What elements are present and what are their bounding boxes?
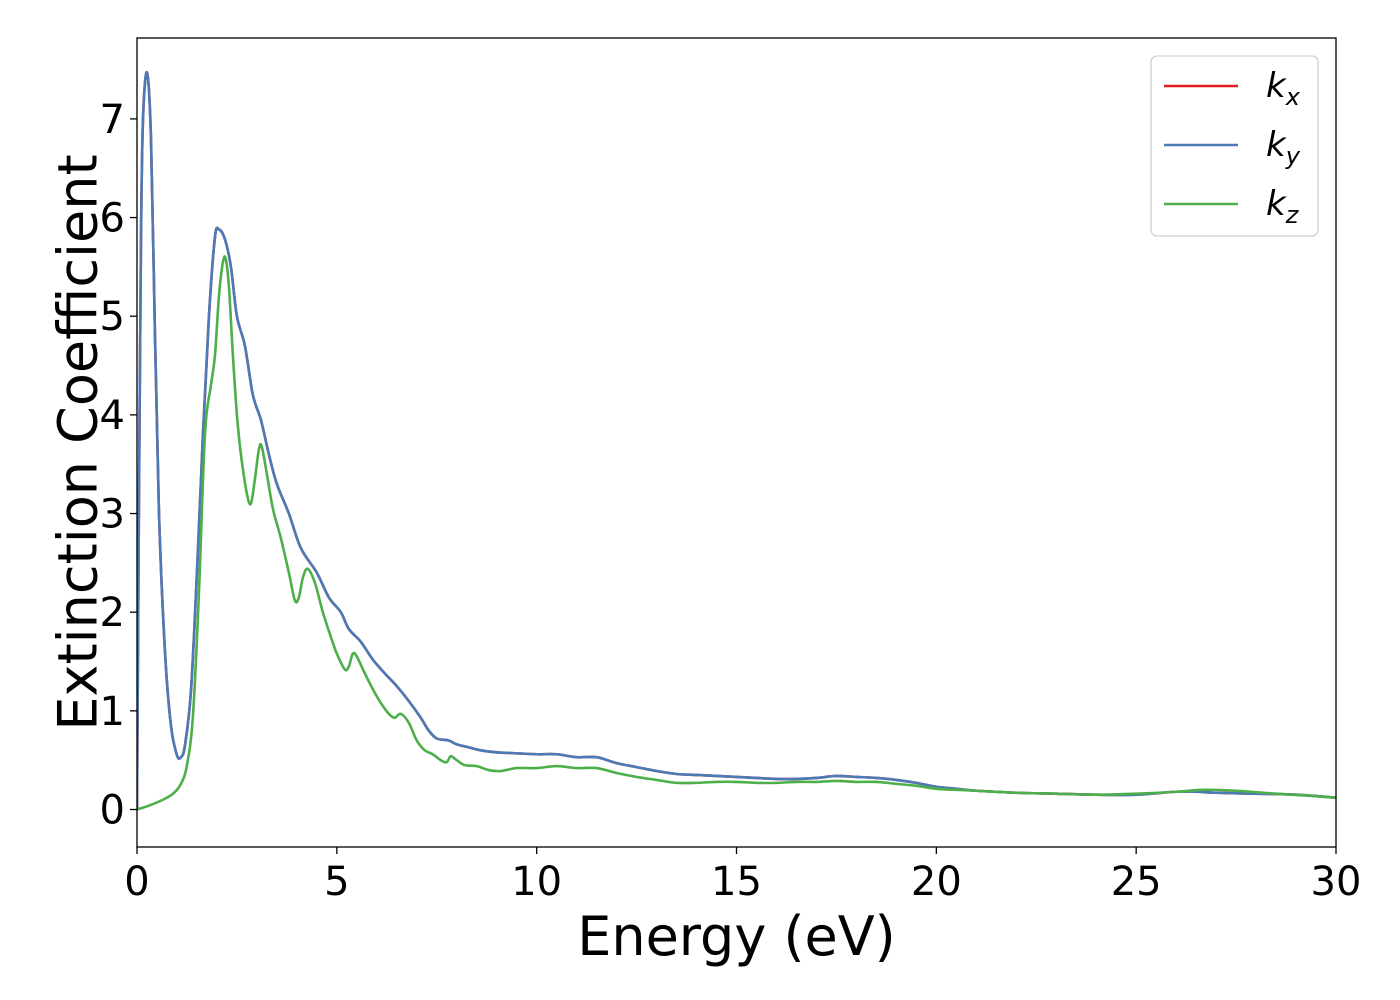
x-tick-label: 0 — [124, 859, 149, 905]
series-line-ky — [137, 71, 1336, 810]
x-axis-title: Energy (eV) — [577, 905, 896, 968]
y-tick-label: 6 — [100, 196, 125, 242]
x-tick-label: 25 — [1111, 859, 1162, 905]
x-tick-label: 15 — [711, 859, 762, 905]
legend: kx ky kz — [1150, 55, 1319, 237]
x-tick-label: 30 — [1311, 859, 1362, 905]
y-tick-label: 4 — [100, 393, 125, 439]
x-tick-label: 10 — [511, 859, 562, 905]
y-tick-label: 3 — [100, 492, 125, 538]
legend-label-kx: kx — [1266, 66, 1301, 111]
axis-ticks: 0 5 10 15 20 25 30 0 1 2 3 4 5 6 7 — [100, 97, 1362, 905]
y-tick-label: 1 — [100, 689, 125, 735]
legend-label-kz: kz — [1266, 184, 1300, 229]
y-tick-label: 7 — [100, 97, 125, 143]
series-line-kz — [137, 255, 1336, 811]
x-tick-label: 5 — [324, 859, 349, 905]
y-tick-label: 2 — [100, 590, 125, 636]
y-axis-title: Extinction Coefficient — [47, 154, 110, 730]
y-tick-label: 5 — [100, 294, 125, 340]
plot-lines — [137, 71, 1336, 811]
legend-label-ky: ky — [1266, 125, 1301, 170]
x-tick-label: 20 — [911, 859, 962, 905]
y-tick-label: 0 — [100, 788, 125, 834]
